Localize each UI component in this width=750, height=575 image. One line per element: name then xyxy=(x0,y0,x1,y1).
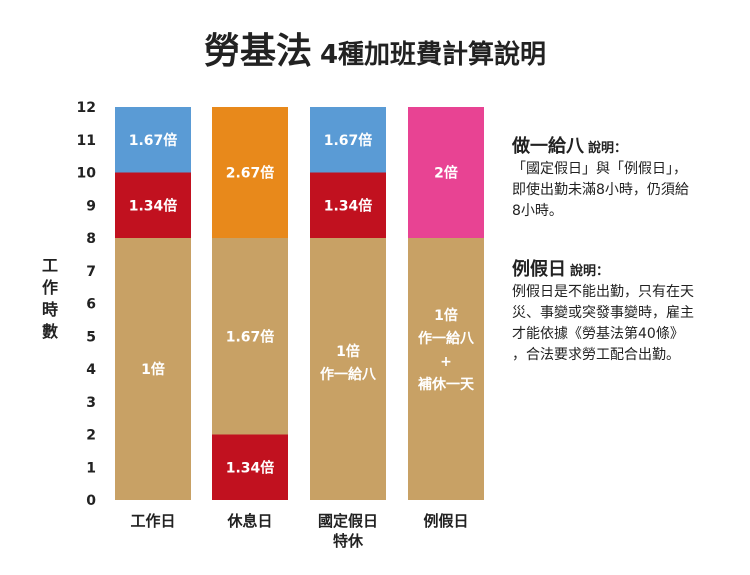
data-label: 作一給八 xyxy=(320,366,377,383)
data-label: 補休一天 xyxy=(417,376,475,393)
bar-segment xyxy=(310,238,386,500)
y-tick-label: 1 xyxy=(86,460,96,476)
bar-segment xyxy=(408,238,484,500)
title-sub: 4種加班費計算說明 xyxy=(319,40,547,70)
y-tick-label: 5 xyxy=(86,329,96,345)
y-tick-label: 12 xyxy=(77,100,96,116)
note-body: 「國定假日」與「例假日」， 即使出勤未滿8小時，仍須給 8小時。 xyxy=(512,161,689,219)
y-tick-label: 3 xyxy=(86,395,96,411)
x-category-label: 特休 xyxy=(333,532,364,550)
y-axis-label: 工作時數 xyxy=(41,256,58,341)
bar-segment xyxy=(212,434,288,500)
y-tick-label: 2 xyxy=(86,428,96,444)
x-category-label: 例假日 xyxy=(423,512,468,530)
data-label: 1倍 xyxy=(141,361,165,378)
x-category-label: 國定假日 xyxy=(318,512,378,530)
bar-segment xyxy=(115,172,191,238)
data-label: 2倍 xyxy=(434,165,458,182)
data-label: 1倍 xyxy=(434,307,458,324)
note-heading-sub: 說明： xyxy=(588,141,628,156)
y-tick-label: 6 xyxy=(86,297,96,313)
data-label: 作一給八 xyxy=(418,330,475,347)
chart-title: 勞基法 4種加班費計算說明 xyxy=(0,22,750,74)
bar-segment xyxy=(408,107,484,238)
y-tick-label: 8 xyxy=(86,231,96,247)
y-tick-label: 7 xyxy=(86,264,96,280)
y-tick-label: 9 xyxy=(86,198,96,214)
bar-segment xyxy=(212,238,288,435)
data-label: 1.67倍 xyxy=(129,132,178,149)
bar-segment xyxy=(115,238,191,500)
note-heading: 做一給八 xyxy=(512,136,584,157)
note-body: 例假日是不能出勤，只有在天 災、事變或突發事變時，雇主 才能依據《勞基法第40條… xyxy=(512,284,694,363)
data-label: 1倍 xyxy=(336,343,360,360)
bar-segment xyxy=(310,172,386,238)
y-tick-label: 0 xyxy=(86,493,96,509)
title-main: 勞基法 xyxy=(203,31,312,72)
data-label: + xyxy=(440,354,452,370)
note-work-one-give-eight: 做一給八 說明： 「國定假日」與「例假日」， 即使出勤未滿8小時，仍須給 8小時。 xyxy=(512,136,732,222)
data-label: 1.34倍 xyxy=(226,459,275,476)
y-tick-label: 11 xyxy=(77,133,96,149)
y-tick-label: 10 xyxy=(77,166,97,182)
data-label: 2.67倍 xyxy=(226,165,275,182)
note-heading: 例假日 xyxy=(512,259,566,280)
data-label: 1.67倍 xyxy=(324,132,373,149)
data-label: 1.67倍 xyxy=(226,328,275,345)
x-category-label: 休息日 xyxy=(226,512,272,530)
x-category-label: 工作日 xyxy=(130,512,175,530)
data-label: 1.34倍 xyxy=(324,197,373,214)
bar-segment xyxy=(212,107,288,238)
note-regular-day-off: 例假日 說明： 例假日是不能出勤，只有在天 災、事變或突發事變時，雇主 才能依據《… xyxy=(512,259,737,366)
note-heading-sub: 說明： xyxy=(570,264,610,279)
data-label: 1.34倍 xyxy=(129,197,178,214)
bar-segment xyxy=(310,107,386,173)
bar-segment xyxy=(115,107,191,173)
y-tick-label: 4 xyxy=(86,362,96,378)
